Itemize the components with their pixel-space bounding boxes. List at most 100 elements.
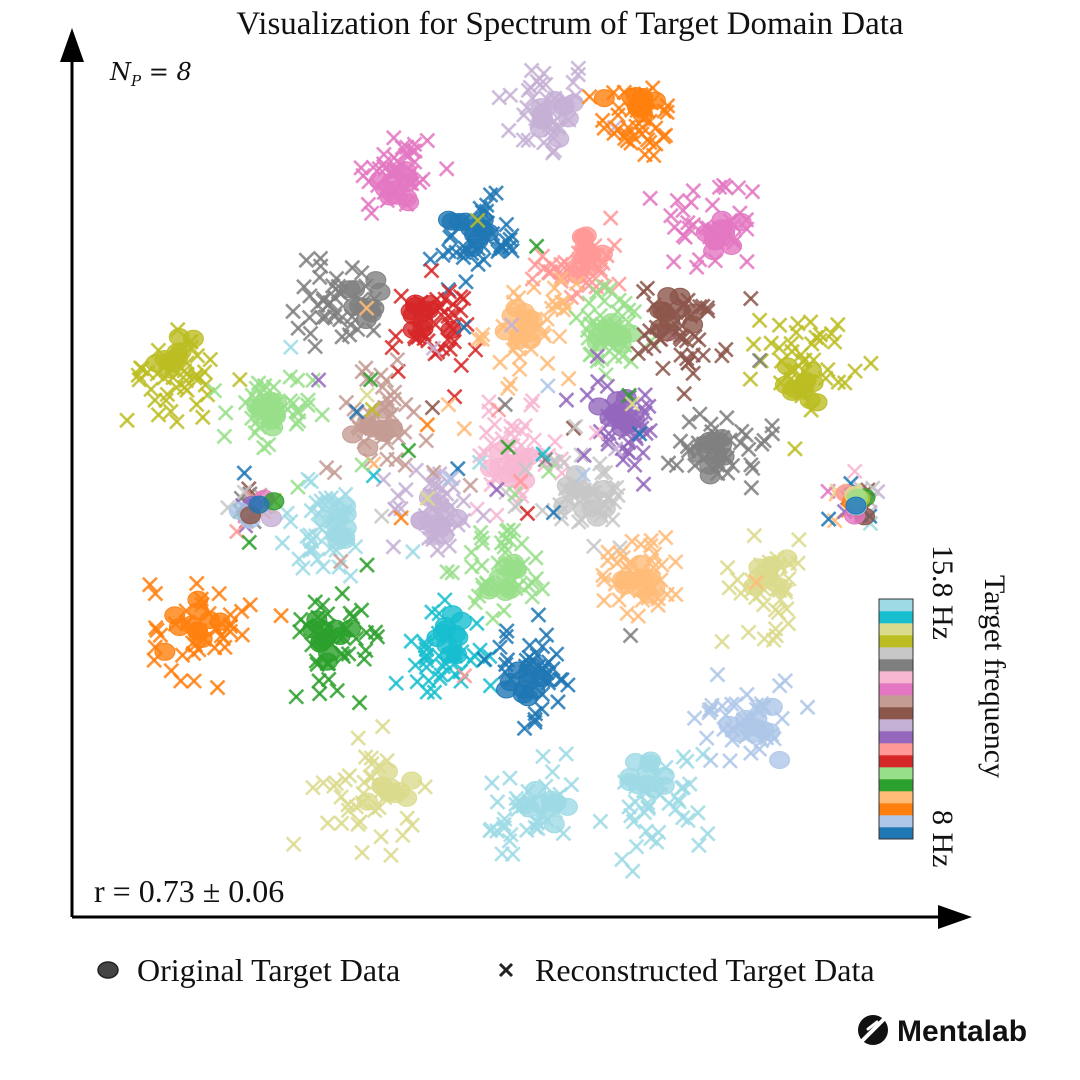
reconstructed-point (362, 371, 379, 388)
reconstructed-point (168, 379, 185, 396)
reconstructed-point (611, 276, 627, 293)
colorbar-min-label: 8 Hz (926, 810, 959, 867)
reconstructed-point (523, 62, 540, 79)
reconstructed-point (340, 646, 357, 662)
reconstructed-point (472, 524, 489, 541)
original-point (625, 86, 647, 105)
colorbar-swatch (879, 707, 913, 720)
reconstructed-point (311, 673, 327, 689)
reconstructed-point (456, 420, 473, 437)
reconstructed-point (772, 591, 789, 608)
reconstructed-point (630, 345, 647, 362)
reconstructed-point (389, 351, 406, 368)
original-point (540, 790, 562, 809)
reconstructed-point (695, 347, 712, 364)
reconstructed-point (497, 396, 514, 413)
reconstructed-point (599, 552, 616, 569)
original-point (745, 718, 767, 737)
reconstructed-point (473, 530, 490, 546)
reconstructed-point (526, 432, 543, 449)
reconstructed-point (588, 284, 605, 301)
reconstructed-point (675, 202, 691, 219)
reconstructed-point (236, 465, 253, 482)
reconstructed-point (515, 132, 532, 148)
reconstructed-point (513, 488, 530, 505)
reconstructed-point (242, 596, 259, 613)
reconstructed-point (305, 779, 321, 796)
original-point (587, 327, 609, 346)
reconstructed-point (576, 447, 592, 464)
reconstructed-point (863, 355, 879, 372)
reconstructed-point (516, 720, 533, 737)
reconstructed-point (744, 183, 761, 200)
original-point (159, 352, 181, 371)
reconstructed-point (305, 372, 321, 389)
reconstructed-point (691, 406, 708, 423)
reconstructed-point (777, 672, 794, 689)
reconstructed-point (496, 816, 512, 833)
reconstructed-point (315, 774, 332, 791)
original-point (448, 212, 470, 231)
reconstructed-point (314, 406, 331, 423)
reconstructed-point (423, 262, 440, 279)
reconstructed-point (688, 259, 705, 276)
reconstructed-point (492, 639, 508, 656)
reconstructed-point (493, 237, 509, 254)
reconstructed-point (657, 529, 674, 546)
original-point (703, 231, 725, 250)
reconstructed-point (309, 551, 326, 568)
reconstructed-point (503, 418, 519, 435)
reconstructed-point (206, 382, 223, 399)
reconstructed-point (274, 534, 291, 551)
reconstructed-point (387, 328, 404, 345)
reconstructed-point (535, 65, 552, 82)
reconstructed-point (653, 557, 670, 573)
np-subscript: P (130, 72, 142, 90)
reconstructed-point (119, 412, 135, 429)
reconstructed-point (373, 828, 390, 845)
reconstructed-point (488, 481, 505, 498)
reconstructed-point (709, 666, 726, 683)
axes (60, 28, 972, 929)
reconstructed-point (482, 822, 499, 839)
reconstructed-point (147, 585, 164, 602)
original-point (405, 294, 427, 313)
original-point (718, 715, 740, 734)
reconstructed-point (285, 303, 302, 320)
original-point (318, 644, 340, 663)
original-point (687, 444, 709, 463)
reconstructed-point (475, 507, 492, 524)
original-point (477, 223, 499, 242)
reconstructed-point (685, 365, 702, 382)
original-point (631, 104, 653, 123)
reconstructed-point (150, 406, 167, 423)
reconstructed-point (397, 457, 414, 474)
reconstructed-point (342, 568, 359, 585)
reconstructed-point (501, 832, 518, 849)
reconstructed-point (521, 637, 538, 654)
reconstructed-point (570, 66, 587, 83)
reconstructed-point (742, 371, 759, 388)
reconstructed-point (424, 399, 441, 416)
reconstructed-point (539, 355, 556, 372)
reconstructed-point (522, 397, 539, 413)
reconstructed-point (539, 378, 556, 394)
reconstructed-point (503, 317, 520, 333)
reconstructed-point (314, 597, 331, 614)
reconstructed-point (468, 615, 485, 632)
reconstructed-point (311, 685, 328, 702)
reconstructed-point (319, 815, 336, 831)
reconstructed-point (375, 155, 392, 172)
colorbar-swatch (879, 755, 913, 768)
original-point (478, 581, 500, 600)
reconstructed-point (298, 252, 315, 269)
reconstructed-point (419, 416, 436, 433)
reconstructed-point (642, 537, 659, 554)
reconstructed-point (614, 851, 630, 868)
reconstructed-point (620, 434, 637, 451)
original-point (845, 496, 867, 515)
original-point (180, 615, 202, 634)
reconstructed-point (829, 316, 846, 333)
reconstructed-point (680, 355, 697, 371)
reconstructed-point (429, 542, 446, 559)
